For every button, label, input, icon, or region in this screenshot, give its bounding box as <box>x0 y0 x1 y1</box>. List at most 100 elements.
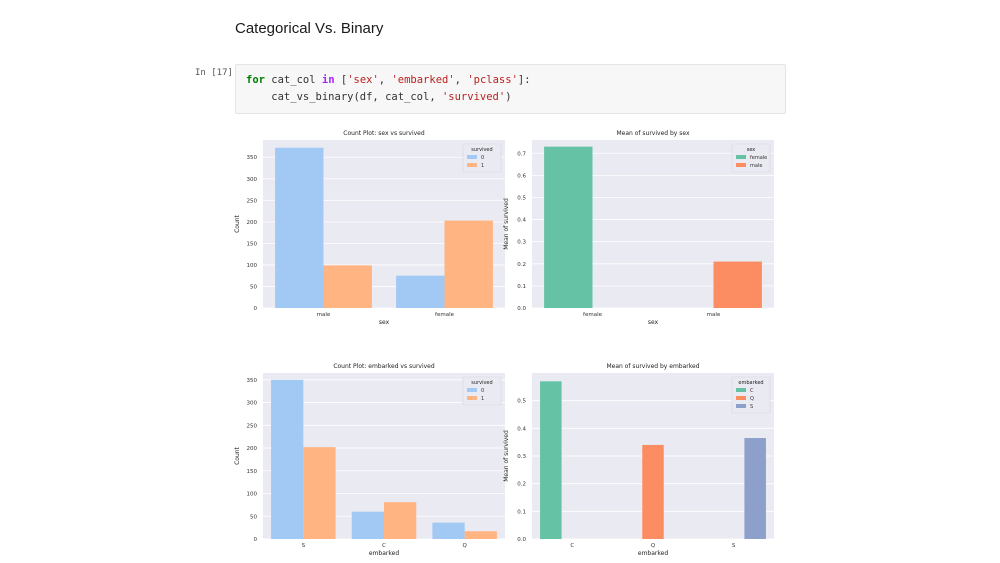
chart-title: Mean of survived by sex <box>616 130 689 137</box>
legend-label: Q <box>750 396 754 402</box>
y-tick-label: 250 <box>247 423 258 429</box>
code-string: 'pclass' <box>467 74 518 86</box>
section-heading: Categorical Vs. Binary <box>235 20 384 37</box>
code-punct: [ <box>334 74 348 86</box>
legend-swatch <box>467 155 477 159</box>
y-tick-label: 0.5 <box>517 399 526 405</box>
legend-swatch <box>467 396 477 400</box>
code-punct: ]: <box>517 74 531 86</box>
legend-title: survived <box>471 147 492 153</box>
bar-1-q <box>464 531 497 539</box>
code-keyword-in: in <box>321 74 335 86</box>
x-tick-label: C <box>570 543 574 549</box>
cell-prompt: In [17]: <box>195 68 239 78</box>
bar-1-c <box>384 502 417 539</box>
y-tick-label: 50 <box>250 284 257 290</box>
bar-0-female <box>396 275 445 308</box>
y-tick-label: 0 <box>254 537 258 543</box>
code-call: cat_vs_binary(df, cat_col, <box>246 91 442 103</box>
y-tick-label: 200 <box>247 220 258 226</box>
bar-c-c <box>540 381 562 539</box>
code-punct: ) <box>505 91 512 103</box>
x-tick-label: Q <box>462 543 467 549</box>
legend-label: 1 <box>481 163 484 169</box>
x-tick-label: female <box>435 312 455 318</box>
y-axis-label: Count <box>234 214 241 232</box>
code-cell[interactable]: for cat_col in ['sex', 'embarked', 'pcla… <box>235 64 786 114</box>
code-keyword-for: for <box>246 74 265 86</box>
x-tick-label: male <box>317 312 331 318</box>
x-tick-label: C <box>382 543 386 549</box>
bar-0-c <box>351 511 384 539</box>
y-tick-label: 0.1 <box>517 284 526 290</box>
y-tick-label: 300 <box>247 177 258 183</box>
y-tick-label: 0.4 <box>517 218 526 224</box>
x-tick-label: S <box>302 543 306 549</box>
legend-swatch <box>467 163 477 167</box>
y-tick-label: 0.0 <box>517 537 526 543</box>
y-tick-label: 250 <box>247 198 258 204</box>
y-tick-label: 0.5 <box>517 195 526 201</box>
y-tick-label: 100 <box>247 263 258 269</box>
y-tick-label: 150 <box>247 241 258 247</box>
bar-0-q <box>432 522 465 539</box>
code-line-1: for cat_col in ['sex', 'embarked', 'pcla… <box>246 74 531 86</box>
bar-male-male <box>713 261 762 308</box>
chart-title: Mean of survived by embarked <box>606 363 699 370</box>
legend-label: male <box>750 163 762 169</box>
legend-swatch <box>736 396 746 400</box>
y-tick-label: 50 <box>250 514 257 520</box>
legend-swatch <box>736 155 746 159</box>
bar-female-female <box>544 146 593 308</box>
chart-title: Count Plot: embarked vs survived <box>333 363 435 370</box>
y-tick-label: 0.3 <box>517 240 526 246</box>
legend-swatch <box>736 163 746 167</box>
x-axis-label: sex <box>648 319 659 326</box>
code-punct: , <box>378 74 392 86</box>
x-tick-label: male <box>707 312 721 318</box>
y-tick-label: 350 <box>247 378 258 384</box>
y-tick-label: 0.3 <box>517 454 526 460</box>
chart-title: Count Plot: sex vs survived <box>343 130 425 137</box>
legend-title: sex <box>747 147 756 153</box>
code-string: 'sex' <box>347 74 379 86</box>
bar-q-q <box>642 444 664 539</box>
x-axis-label: embarked <box>369 550 399 557</box>
y-tick-label: 150 <box>247 469 258 475</box>
legend-label: 1 <box>481 396 484 402</box>
y-tick-label: 300 <box>247 401 258 407</box>
legend-label: 0 <box>481 388 484 394</box>
y-axis-label: Mean of survived <box>503 430 510 482</box>
bar-0-male <box>275 147 324 308</box>
y-tick-label: 0.7 <box>517 151 526 157</box>
legend-label: 0 <box>481 155 484 161</box>
y-tick-label: 0.2 <box>517 262 526 268</box>
bar-1-s <box>303 447 336 539</box>
y-tick-label: 0 <box>254 306 258 312</box>
y-axis-label: Count <box>234 446 241 464</box>
y-tick-label: 100 <box>247 492 258 498</box>
bar-0-s <box>271 379 304 539</box>
y-axis-label: Mean of survived <box>503 198 510 250</box>
y-tick-label: 0.4 <box>517 426 526 432</box>
code-punct: , <box>454 74 468 86</box>
bar-1-female <box>444 220 493 308</box>
y-tick-label: 0.0 <box>517 306 526 312</box>
legend-title: embarked <box>738 380 763 386</box>
y-tick-label: 350 <box>247 155 258 161</box>
bar-s-s <box>744 438 766 539</box>
legend-label: C <box>750 388 754 394</box>
y-tick-label: 0.6 <box>517 173 526 179</box>
legend-swatch <box>467 388 477 392</box>
code-var: cat_col <box>264 74 322 86</box>
x-tick-label: Q <box>651 543 656 549</box>
code-line-2: cat_vs_binary(df, cat_col, 'survived') <box>246 91 512 103</box>
x-axis-label: embarked <box>638 550 668 557</box>
legend-swatch <box>736 404 746 408</box>
legend-label: S <box>750 404 753 410</box>
x-tick-label: S <box>732 543 736 549</box>
